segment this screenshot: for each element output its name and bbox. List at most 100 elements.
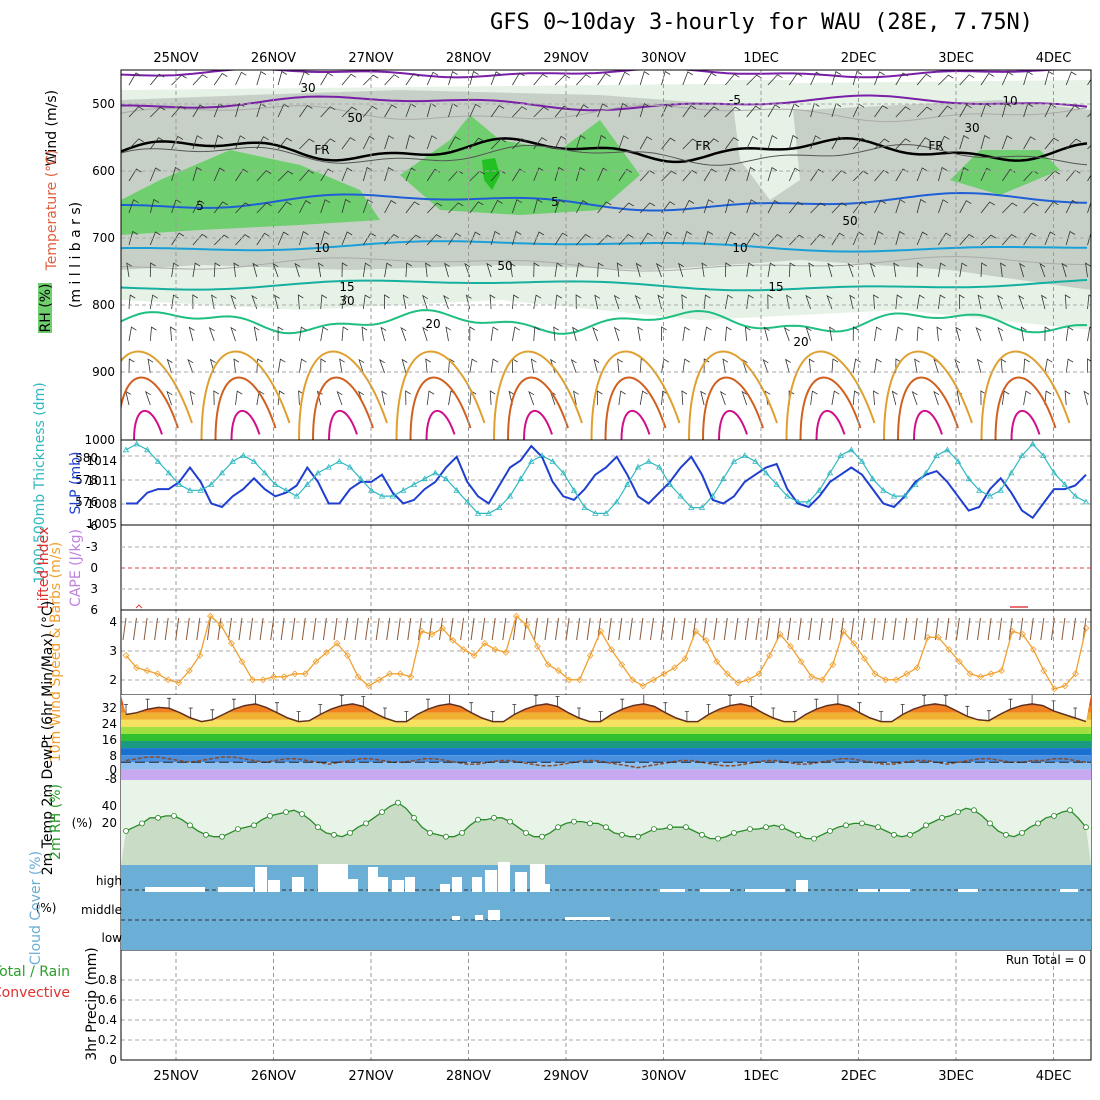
wind-barb [831,202,847,214]
wind10m-barb [259,617,264,641]
wind10m-barb [955,617,960,641]
boundary-layer-loop [493,350,583,440]
boundary-layer-loop [395,350,486,440]
wind10m-barb [850,617,855,641]
boundary-layer-loop [409,376,472,440]
wind10m-barb [206,617,211,641]
wind-barb [980,234,997,246]
wind10m-barb [1019,617,1024,641]
wind-barb [639,70,650,86]
wind-barb [469,70,479,86]
date-label-top: 27NOV [348,51,393,66]
wind-barb [783,326,790,342]
wind-barb [746,199,757,214]
wind-barb [425,262,431,278]
wind-barb [128,230,139,246]
rh2m-point [1083,824,1089,831]
wind-barb [1023,136,1036,150]
wind-barb [746,135,758,150]
thickness-point [858,458,866,464]
boundary-layer-loop [718,409,748,440]
wind-barb [703,138,719,150]
boundary-layer-loop [230,409,261,440]
wind-barb [746,74,762,86]
wind-barb [277,137,293,150]
rh2m-point [1019,830,1025,836]
temperature-band [121,734,1091,742]
contour-label: 5 [196,199,204,213]
wind-barb [831,136,845,150]
wind-barb [320,326,329,342]
wind-barb [785,358,791,374]
wind10m-barb [354,617,359,641]
thickness-point [581,504,588,510]
wind-barb [575,104,589,118]
wind-barb [618,135,629,150]
wind10m-barb [744,617,749,641]
wind-barb [700,390,707,406]
cloud-bar-high [858,889,878,892]
wind10m-barb [312,617,317,641]
wind-barb [703,294,711,310]
wind-barb [170,326,176,342]
thickness-point [1072,492,1079,499]
cloud-bar-high [452,877,462,892]
wind-barb [682,138,698,150]
wind-barb [657,294,664,310]
wind-barb [597,167,609,182]
wind-barb [171,294,179,310]
wind-barb [1087,174,1091,182]
wind-barb [554,262,563,278]
date-label-bottom: 28NOV [446,1069,491,1084]
contour-label: -5 [729,93,741,107]
contour-label: 20 [425,317,440,331]
wind-barb [722,358,729,374]
wind-barb [618,168,632,182]
wind10m-barb [122,617,127,641]
wind-barb [192,74,208,86]
wind-barb [192,166,203,182]
wind-barb [746,294,754,310]
wind-barb [188,326,195,342]
ylabel-wind10m: 10m Wind Speed & Barbs (m/s) [48,542,64,762]
wind-barb [554,166,565,182]
rh2m-point [1003,831,1009,838]
contour-label: FR [928,139,943,153]
wind-barb [639,232,654,246]
wind-barb [320,199,331,214]
wind-barb [128,168,142,182]
wind10m-barb [185,617,190,641]
contour-20 [121,309,1088,335]
wind10m-barb [861,617,865,641]
wind-barb [299,169,314,182]
wind-barb [746,262,755,278]
wind-barb [405,167,417,182]
wind-barb [208,326,215,342]
wind-barb [597,134,607,150]
contour-label: 20 [793,335,808,349]
wind-barb [277,201,292,214]
wind-barb [938,262,946,278]
temp-minmax-bar [577,707,581,718]
wind-barb [916,73,932,86]
wind-barb [235,102,245,118]
temp-minmax-bar [986,710,991,721]
temp-minmax-bar [167,697,172,709]
wind-barb [1001,135,1013,150]
wind10m-barb [882,617,887,641]
rh-green-region [950,150,1060,195]
wind-barb [128,138,144,150]
wind-barb [1023,390,1032,406]
wind-barb [874,169,889,182]
wind-barb [444,262,450,278]
rh2m-area [121,802,1091,865]
wind-barb [681,390,688,406]
contour-label: 15 [339,280,354,294]
wind-barb [299,230,309,246]
cloud-bar-middle [452,916,460,920]
wind-barb [661,170,677,182]
wind-barb [831,70,842,86]
rh2m-point [619,831,625,838]
rh2m-point [859,820,865,827]
rh2m-point [939,814,945,821]
